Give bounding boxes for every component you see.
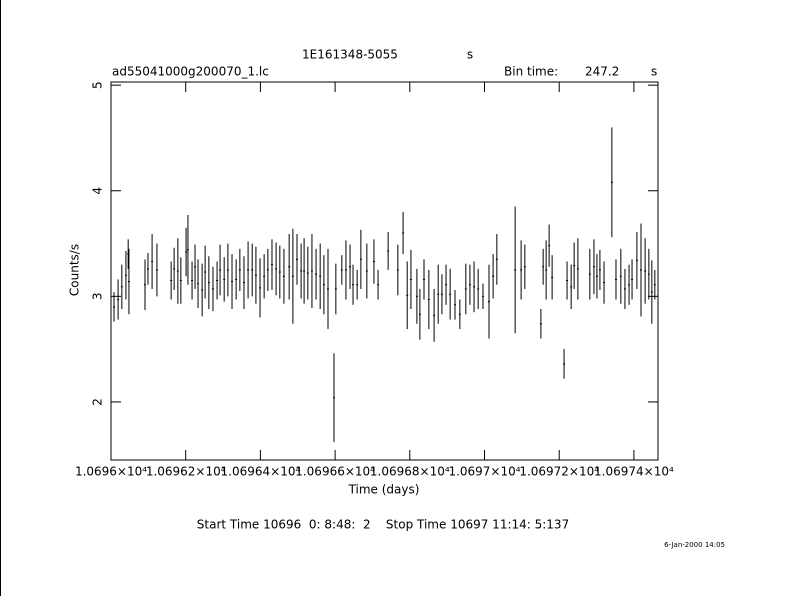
x-tick-label: 1.06972×10⁴ [519, 465, 599, 479]
y-tick-label: 5 [91, 81, 105, 89]
x-tick-label: 1.0697×10⁴ [448, 465, 520, 479]
bin-time: 247.2 [585, 65, 619, 79]
date: 6-Jan-2000 14:05 [664, 541, 725, 549]
chart-title: 1E161348-5055 [302, 48, 398, 62]
bin-time-label: Bin time: [504, 65, 558, 79]
y-tick-label: 3 [91, 293, 105, 301]
title-unit: s [467, 48, 473, 62]
y-axis-label: Counts/s [68, 244, 82, 296]
x-tick-label: 1.06974×10⁴ [594, 465, 674, 479]
x-axis-label: Time (days) [348, 483, 420, 497]
x-tick-label: 1.06968×10⁴ [370, 465, 450, 479]
y-tick-label: 2 [91, 398, 105, 406]
plot-frame [110, 81, 659, 461]
file-name: ad55041000g200070_1.lc [112, 65, 269, 79]
bin-time-unit: s [651, 65, 657, 79]
x-tick-label: 1.06964×10⁴ [221, 465, 301, 479]
y-tick-label: 4 [91, 187, 105, 195]
x-tick-label: 1.06962×10⁴ [146, 465, 226, 479]
x-tick-label: 1.06966×10⁴ [295, 465, 375, 479]
footer: Start Time 10696 0: 8:48: 2 Stop Time 10… [197, 518, 569, 532]
x-tick-label: 1.0696×10⁴ [75, 465, 147, 479]
